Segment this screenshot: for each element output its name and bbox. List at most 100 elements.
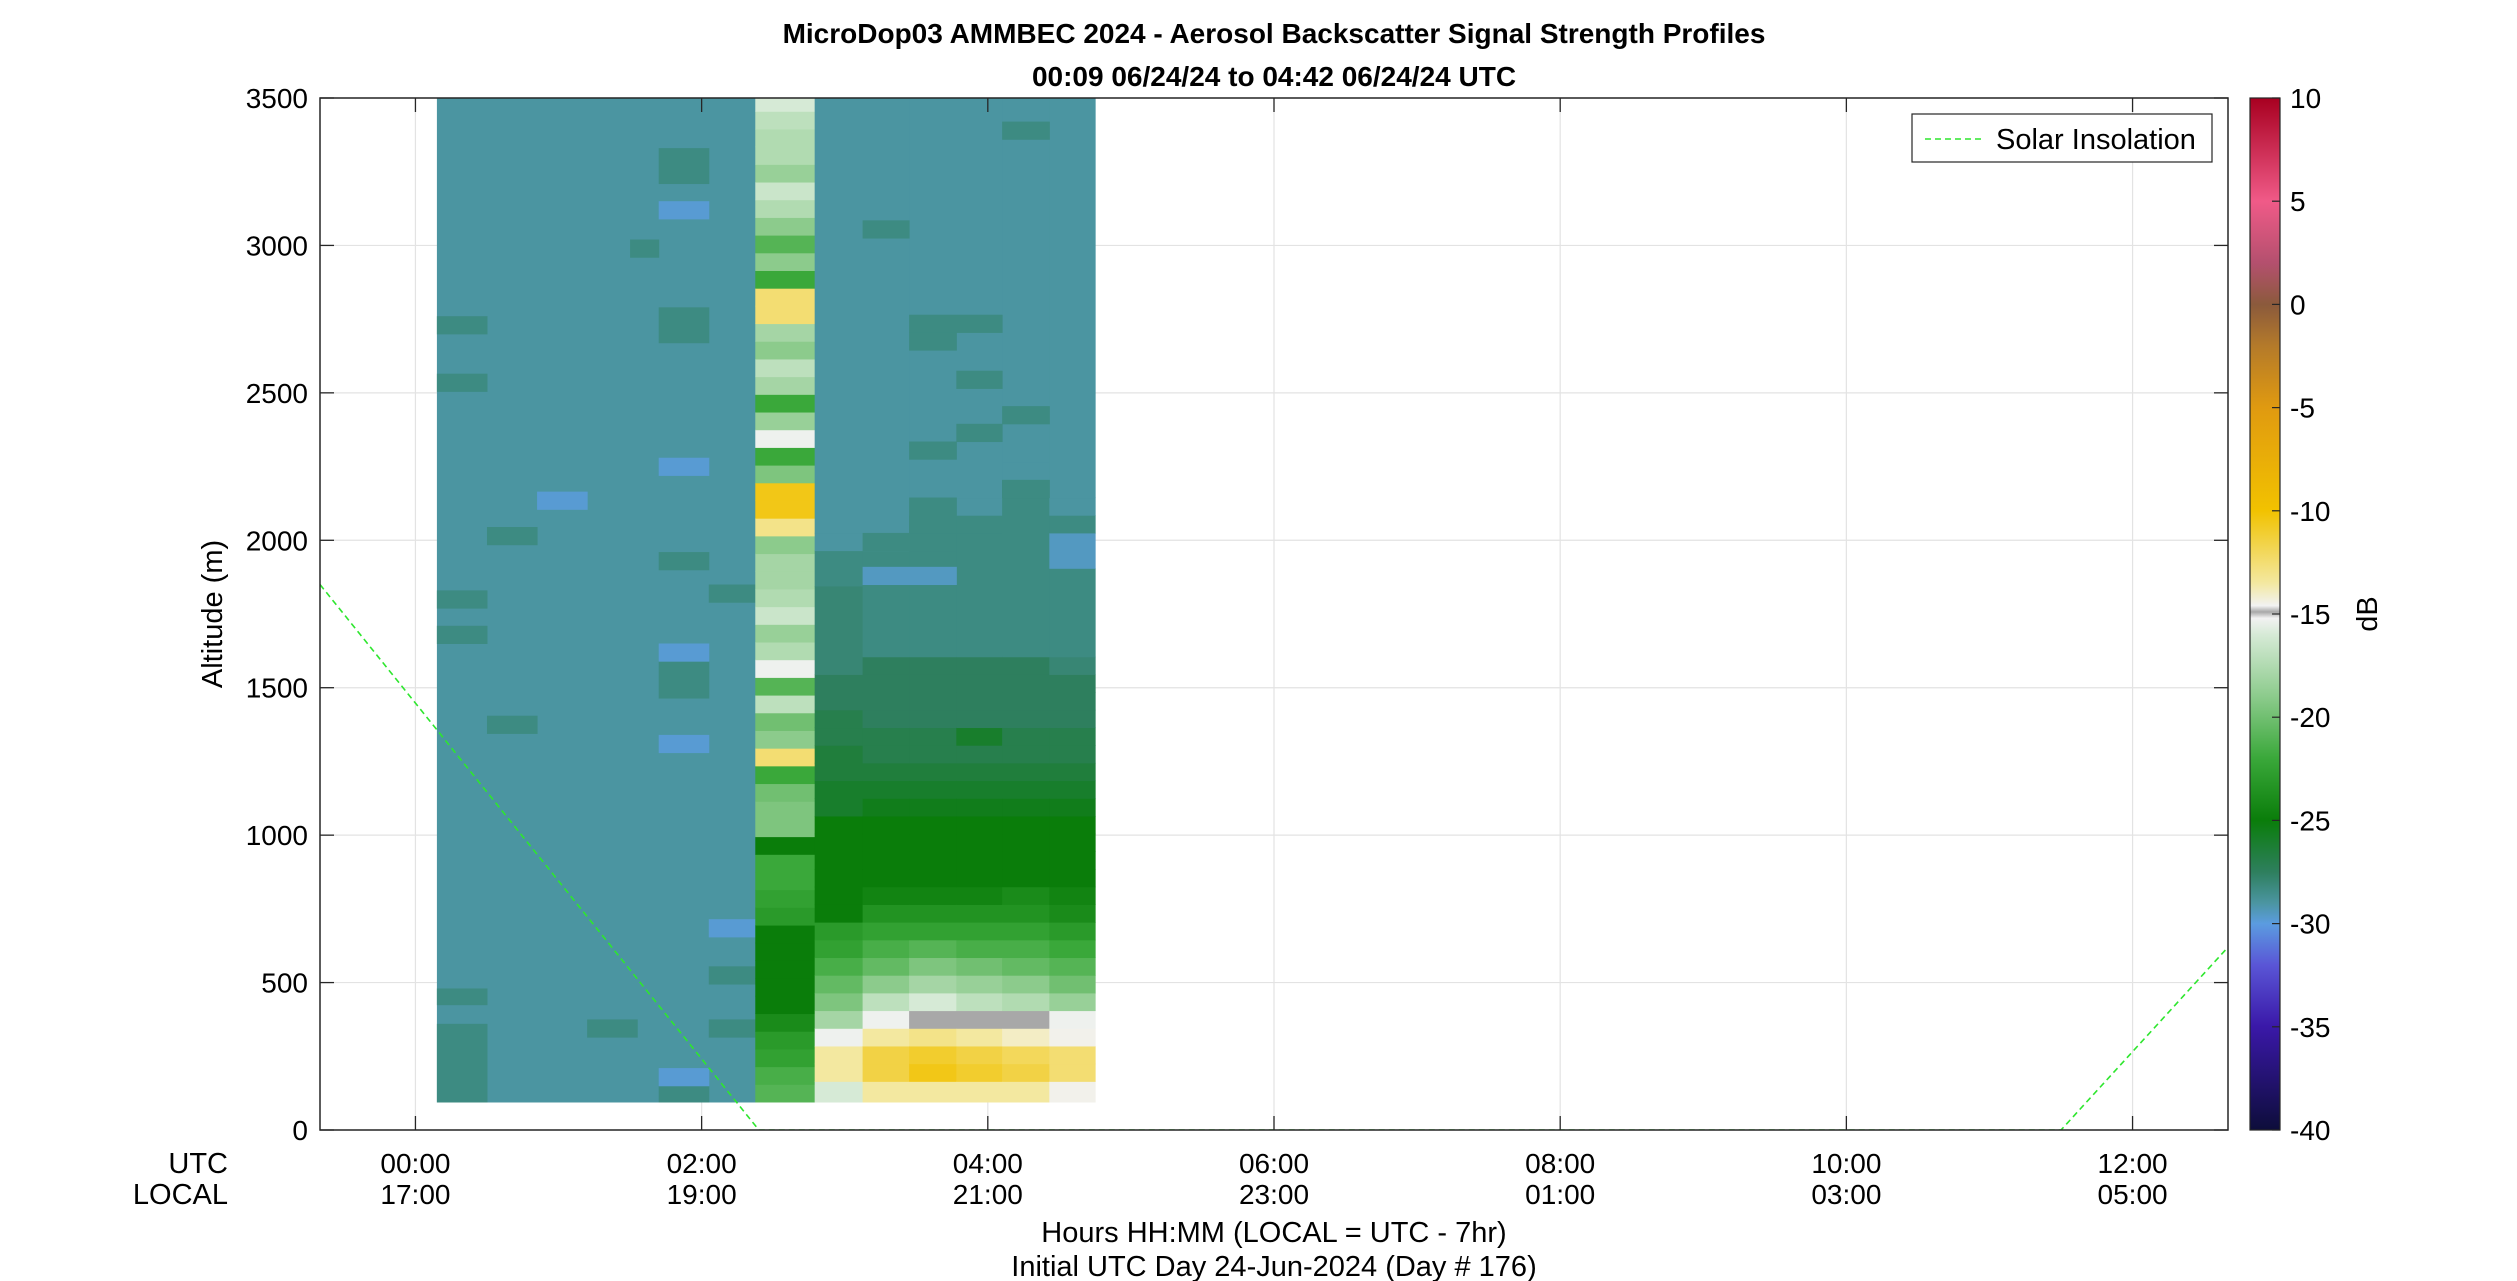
heatmap-cell — [755, 358, 816, 378]
heatmap-cell — [708, 919, 756, 938]
y-tick-label: 3000 — [246, 230, 308, 261]
heatmap-cell — [1002, 869, 1050, 888]
solar-insolation-line — [320, 584, 2228, 1130]
colorbar-label: dB — [2352, 596, 2384, 631]
heatmap-cell — [1049, 568, 1096, 658]
heatmap-cell — [862, 815, 910, 835]
heatmap-cell — [956, 370, 1003, 389]
heatmap-cell — [909, 332, 957, 351]
chart-subtitle: 00:09 06/24/24 to 04:42 06/24/24 UTC — [1032, 61, 1516, 92]
heatmap-cell — [814, 550, 864, 587]
heatmap-cell — [909, 922, 957, 941]
heatmap-cell — [956, 1063, 1003, 1082]
heatmap-cell — [1002, 656, 1050, 675]
heatmap-cell — [755, 571, 816, 590]
heatmap-cell — [814, 992, 864, 1012]
heatmap-cells — [436, 98, 1096, 1103]
heatmap-cell — [755, 1031, 816, 1050]
heatmap-cell — [956, 886, 1003, 905]
heatmap-cell — [1049, 656, 1096, 675]
x-axis-sublabel: Initial UTC Day 24-Jun-2024 (Day # 176) — [1011, 1251, 1536, 1281]
x-tick-label-local: 23:00 — [1239, 1179, 1309, 1210]
heatmap-cell — [814, 904, 864, 923]
x-tick-label-utc: 10:00 — [1811, 1148, 1881, 1179]
y-tick-label: 1000 — [246, 820, 308, 851]
axis-tick-marks — [320, 97, 2228, 1131]
heatmap-cell — [755, 925, 816, 944]
heatmap-cell — [658, 307, 710, 344]
heatmap-cell — [862, 992, 910, 1012]
heatmap-cell — [755, 872, 816, 891]
y-tick-label: 2500 — [246, 378, 308, 409]
heatmap-cell — [956, 922, 1003, 941]
heatmap-cell — [1049, 780, 1096, 799]
heatmap-cell — [755, 518, 816, 537]
heatmap-cell — [755, 978, 816, 997]
heatmap-cell — [909, 815, 957, 835]
heatmap-cell — [956, 851, 1003, 870]
heatmap-cell — [909, 1010, 957, 1029]
heatmap-cell — [862, 692, 910, 711]
heatmap-cell — [1049, 532, 1096, 569]
heatmap-cell — [862, 674, 910, 693]
colorbar-tick-label: -25 — [2290, 805, 2330, 836]
heatmap-cell — [1002, 745, 1050, 764]
heatmap-cell — [956, 904, 1003, 923]
heatmap-cell — [862, 98, 910, 534]
heatmap-cell — [814, 869, 864, 888]
heatmap-cell — [862, 957, 910, 976]
heatmap-cell — [862, 550, 910, 658]
x-tick-label-local: 21:00 — [953, 1179, 1023, 1210]
heatmap-cell — [755, 270, 816, 289]
heatmap-cell — [755, 1013, 816, 1032]
heatmap-cell — [862, 798, 910, 817]
heatmap-cell — [755, 1048, 816, 1068]
heatmap-cell — [658, 457, 710, 476]
heatmap-cell — [755, 783, 816, 802]
heatmap-cell — [1002, 780, 1050, 799]
heatmap-cell — [1049, 957, 1096, 976]
heatmap-cell — [909, 939, 957, 959]
heatmap-cell — [755, 447, 816, 466]
heatmap-cell — [956, 780, 1003, 799]
chart-title: MicroDop03 AMMBEC 2024 - Aerosol Backsca… — [783, 18, 1766, 49]
heatmap-cell — [1002, 462, 1050, 481]
heatmap-cell — [814, 780, 864, 799]
heatmap-cell — [1002, 692, 1050, 711]
heatmap-cell — [755, 748, 816, 767]
heatmap-cell — [1049, 904, 1096, 923]
heatmap-cell — [755, 960, 816, 979]
y-axis-label: Altitude (m) — [197, 540, 229, 688]
heatmap-cell — [755, 199, 816, 218]
heatmap-cell — [755, 801, 816, 820]
heatmap-cell — [1049, 98, 1096, 499]
heatmap-cell — [658, 734, 710, 754]
heatmap-cell — [755, 146, 816, 165]
heatmap-cell — [755, 854, 816, 873]
heatmap-cell — [755, 659, 816, 678]
heatmap-cell — [1002, 727, 1050, 746]
heatmap-cell — [956, 1028, 1003, 1047]
heatmap-cell — [909, 1028, 957, 1047]
heatmap-cell — [814, 886, 864, 905]
heatmap-cell — [755, 111, 816, 130]
heatmap-cell — [956, 1045, 1003, 1065]
x-tick-label-local: 01:00 — [1525, 1179, 1595, 1210]
heatmap-cell — [587, 1019, 638, 1038]
heatmap-cell — [755, 252, 816, 271]
heatmap-cell — [658, 201, 710, 220]
heatmap-cell — [755, 429, 816, 448]
heatmap-cell — [755, 730, 816, 749]
x-tick-label-local: 03:00 — [1811, 1179, 1881, 1210]
heatmap-cell — [755, 412, 816, 431]
heatmap-cell — [909, 745, 957, 764]
heatmap-cell — [956, 833, 1003, 852]
heatmap-cell — [909, 975, 957, 994]
heatmap-cell — [1049, 1028, 1096, 1047]
heatmap-cell — [755, 836, 816, 855]
heatmap-cell — [1002, 798, 1050, 817]
heatmap-cell — [755, 535, 816, 555]
heatmap-cell — [956, 532, 1003, 658]
